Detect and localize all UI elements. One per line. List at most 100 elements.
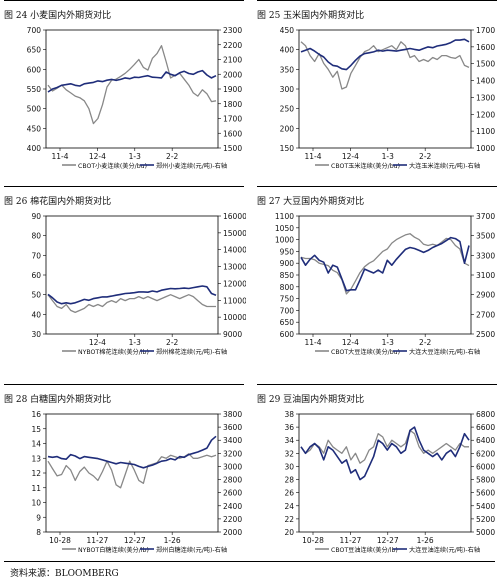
x-tick-label: 12-4 (342, 338, 359, 347)
chart-panel-wheat: 图 24 小麦国内外期货对比 400 450 500 550 600 650 700 1500 1… (0, 0, 246, 182)
right-tick-label: 12000 (223, 279, 246, 288)
legend-label: CBOT小麦连续(美分/bu) (78, 162, 147, 170)
series-line-domestic (300, 38, 470, 71)
left-tick-label: 13 (31, 454, 41, 463)
left-tick-label: 600 (27, 65, 42, 74)
title-rule (257, 0, 497, 1)
left-tick-label: 950 (280, 247, 295, 256)
chart-svg: 20 22 24 26 28 30 32 34 36 38 5000 5200 5400 5600 5800… (284, 410, 495, 554)
x-tick-label: 1-3 (382, 152, 394, 161)
chart-title: 图 25 玉米国内外期货对比 (257, 11, 365, 21)
left-tick-label: 300 (280, 85, 295, 94)
series-line-international (300, 429, 469, 464)
legend-label: CBOT豆油连续(美分/lb) (331, 546, 398, 554)
left-tick-label: 12 (31, 469, 41, 478)
x-tick-label: 2-2 (166, 338, 178, 347)
title-rule (4, 384, 244, 385)
right-tick-label: 3100 (476, 271, 495, 280)
left-tick-label: 700 (280, 306, 295, 315)
left-tick-label: 1050 (275, 224, 294, 233)
left-tick-label: 32 (284, 449, 294, 458)
right-tick-label: 6400 (476, 436, 495, 445)
x-tick-label: 12-4 (89, 338, 106, 347)
right-tick-label: 3400 (223, 436, 242, 445)
left-tick-label: 90 (31, 212, 41, 221)
plot-frame (45, 215, 219, 335)
right-tick-label: 2700 (476, 310, 495, 319)
series-line-international (47, 45, 217, 125)
series-line-international (47, 294, 216, 314)
chart-svg: 150 200 250 300 350 400 450 1000 1100 1200 1300 140… (280, 26, 496, 170)
x-tick-label: 11-4 (51, 152, 68, 161)
chart-panel-soybean: 图 27 大豆国内外期货对比 600 650 700 750 800 850 900 950 10… (253, 186, 499, 368)
right-tick-label: 5600 (476, 489, 495, 498)
left-tick-label: 26 (284, 489, 294, 498)
left-tick-label: 900 (280, 259, 295, 268)
right-tick-label: 2600 (223, 489, 242, 498)
chart-title: 图 26 棉花国内外期货对比 (4, 197, 112, 207)
right-tick-label: 1200 (476, 110, 495, 119)
left-tick-label: 1000 (275, 236, 294, 245)
left-tick-label: 10 (31, 499, 41, 508)
right-tick-label: 9000 (223, 330, 242, 339)
right-tick-label: 3600 (223, 423, 242, 432)
legend-label: 郑州小麦连续(元/吨)-右轴 (156, 162, 227, 170)
left-tick-label: 700 (27, 26, 42, 35)
right-tick-label: 2000 (223, 528, 242, 537)
chart-title: 图 28 白糖国内外期货对比 (4, 395, 112, 405)
x-tick-label: 12-27 (377, 536, 399, 545)
left-tick-label: 34 (284, 436, 294, 445)
legend-label: 大连大豆连续(元/吨)-右轴 (409, 348, 480, 356)
left-tick-label: 1100 (275, 212, 294, 221)
legend-label: 大连玉米连续(元/吨)-右轴 (409, 162, 480, 170)
right-tick-label: 11000 (223, 296, 246, 305)
left-tick-label: 800 (280, 283, 295, 292)
chart-panel-corn: 图 25 玉米国内外期货对比 150 200 250 300 350 400 450 1000 1… (253, 0, 499, 182)
x-tick-label: 2-2 (419, 152, 431, 161)
left-tick-label: 40 (31, 310, 41, 319)
right-tick-label: 2200 (223, 515, 242, 524)
left-tick-label: 80 (31, 232, 41, 241)
left-tick-label: 14 (31, 440, 41, 449)
left-tick-label: 22 (284, 515, 294, 524)
left-tick-label: 15 (31, 425, 41, 434)
right-tick-label: 6800 (476, 410, 495, 419)
right-tick-label: 5200 (476, 515, 495, 524)
left-tick-label: 750 (280, 295, 295, 304)
chart-title: 图 29 豆油国内外期货对比 (257, 395, 365, 405)
x-tick-label: 1-3 (129, 152, 141, 161)
legend-label: CBOT玉米连续(美分/bu) (331, 162, 400, 170)
chart-title: 图 27 大豆国内外期货对比 (257, 197, 365, 207)
chart-panel-cotton: 图 26 棉花国内外期货对比 30 40 50 60 70 80 90 9000 10000 110… (0, 186, 246, 368)
x-tick-label: 10-28 (49, 536, 71, 545)
x-tick-label: 12-4 (89, 152, 106, 161)
x-tick-label: 12-4 (342, 152, 359, 161)
series-line-domestic (47, 69, 217, 93)
right-tick-label: 1500 (223, 144, 242, 153)
left-tick-label: 8 (36, 528, 41, 537)
x-tick-label: 11-27 (339, 536, 361, 545)
legend-label: 郑州棉花连续(元/吨)-右轴 (156, 348, 227, 356)
left-tick-label: 450 (280, 26, 295, 35)
left-tick-label: 400 (27, 144, 42, 153)
right-tick-label: 3300 (476, 251, 495, 260)
right-tick-label: 2400 (223, 502, 242, 511)
right-tick-label: 3800 (223, 410, 242, 419)
left-tick-label: 11 (31, 484, 41, 493)
right-tick-label: 6200 (476, 449, 495, 458)
plot-frame (45, 29, 219, 149)
chart-svg: 30 40 50 60 70 80 90 9000 10000 11000 12000 13000 14… (31, 212, 246, 356)
left-tick-label: 38 (284, 410, 294, 419)
series-line-international (47, 453, 217, 489)
x-tick-label: 2-2 (419, 338, 431, 347)
bottom-rule (4, 561, 495, 562)
left-tick-label: 600 (280, 330, 295, 339)
legend-label: CBOT大豆连续(美分/bu) (331, 348, 400, 356)
chart-title: 图 24 小麦国内外期货对比 (4, 11, 112, 21)
right-tick-label: 1800 (223, 100, 242, 109)
x-tick-label: 1-3 (382, 338, 394, 347)
right-tick-label: 2800 (223, 476, 242, 485)
left-tick-label: 24 (284, 502, 294, 511)
x-tick-label: 11-4 (304, 338, 321, 347)
series-line-international (300, 41, 470, 90)
